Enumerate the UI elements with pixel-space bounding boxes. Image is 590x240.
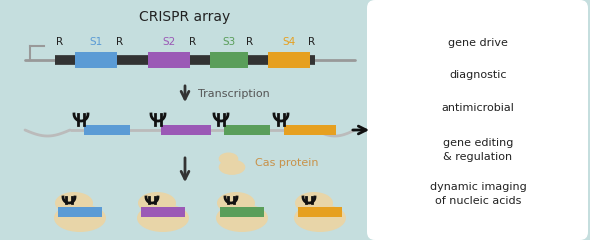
FancyBboxPatch shape — [367, 0, 588, 240]
Bar — [161, 125, 211, 135]
Text: CRISPR array: CRISPR array — [139, 10, 231, 24]
Bar — [284, 125, 336, 135]
Text: R: R — [57, 37, 64, 47]
Ellipse shape — [55, 192, 93, 214]
Ellipse shape — [219, 152, 238, 165]
Text: R: R — [309, 37, 316, 47]
Text: gene drive: gene drive — [448, 38, 508, 48]
Bar — [210, 52, 248, 68]
Bar — [141, 207, 185, 217]
Text: S2: S2 — [162, 37, 176, 47]
Ellipse shape — [54, 204, 106, 232]
Text: S3: S3 — [222, 37, 235, 47]
Ellipse shape — [294, 204, 346, 232]
Text: R: R — [189, 37, 196, 47]
Text: diagnostic: diagnostic — [449, 70, 507, 80]
Bar — [298, 207, 342, 217]
Ellipse shape — [216, 204, 268, 232]
Bar — [224, 125, 270, 135]
Text: gene editing
& regulation: gene editing & regulation — [443, 138, 513, 162]
Ellipse shape — [219, 160, 245, 175]
Bar — [268, 52, 310, 68]
Bar — [220, 207, 264, 217]
Text: dynamic imaging
of nucleic acids: dynamic imaging of nucleic acids — [430, 182, 526, 206]
Text: R: R — [247, 37, 254, 47]
Bar — [75, 52, 117, 68]
Text: S4: S4 — [283, 37, 296, 47]
Bar — [58, 207, 102, 217]
Ellipse shape — [295, 192, 333, 214]
Text: Transcription: Transcription — [198, 89, 270, 99]
Text: antimicrobial: antimicrobial — [441, 103, 514, 113]
Ellipse shape — [217, 192, 255, 214]
Text: R: R — [116, 37, 123, 47]
Bar — [148, 52, 190, 68]
Bar — [84, 125, 130, 135]
Text: Cas protein: Cas protein — [255, 158, 319, 168]
Ellipse shape — [137, 204, 189, 232]
Text: S1: S1 — [89, 37, 103, 47]
Ellipse shape — [138, 192, 176, 214]
